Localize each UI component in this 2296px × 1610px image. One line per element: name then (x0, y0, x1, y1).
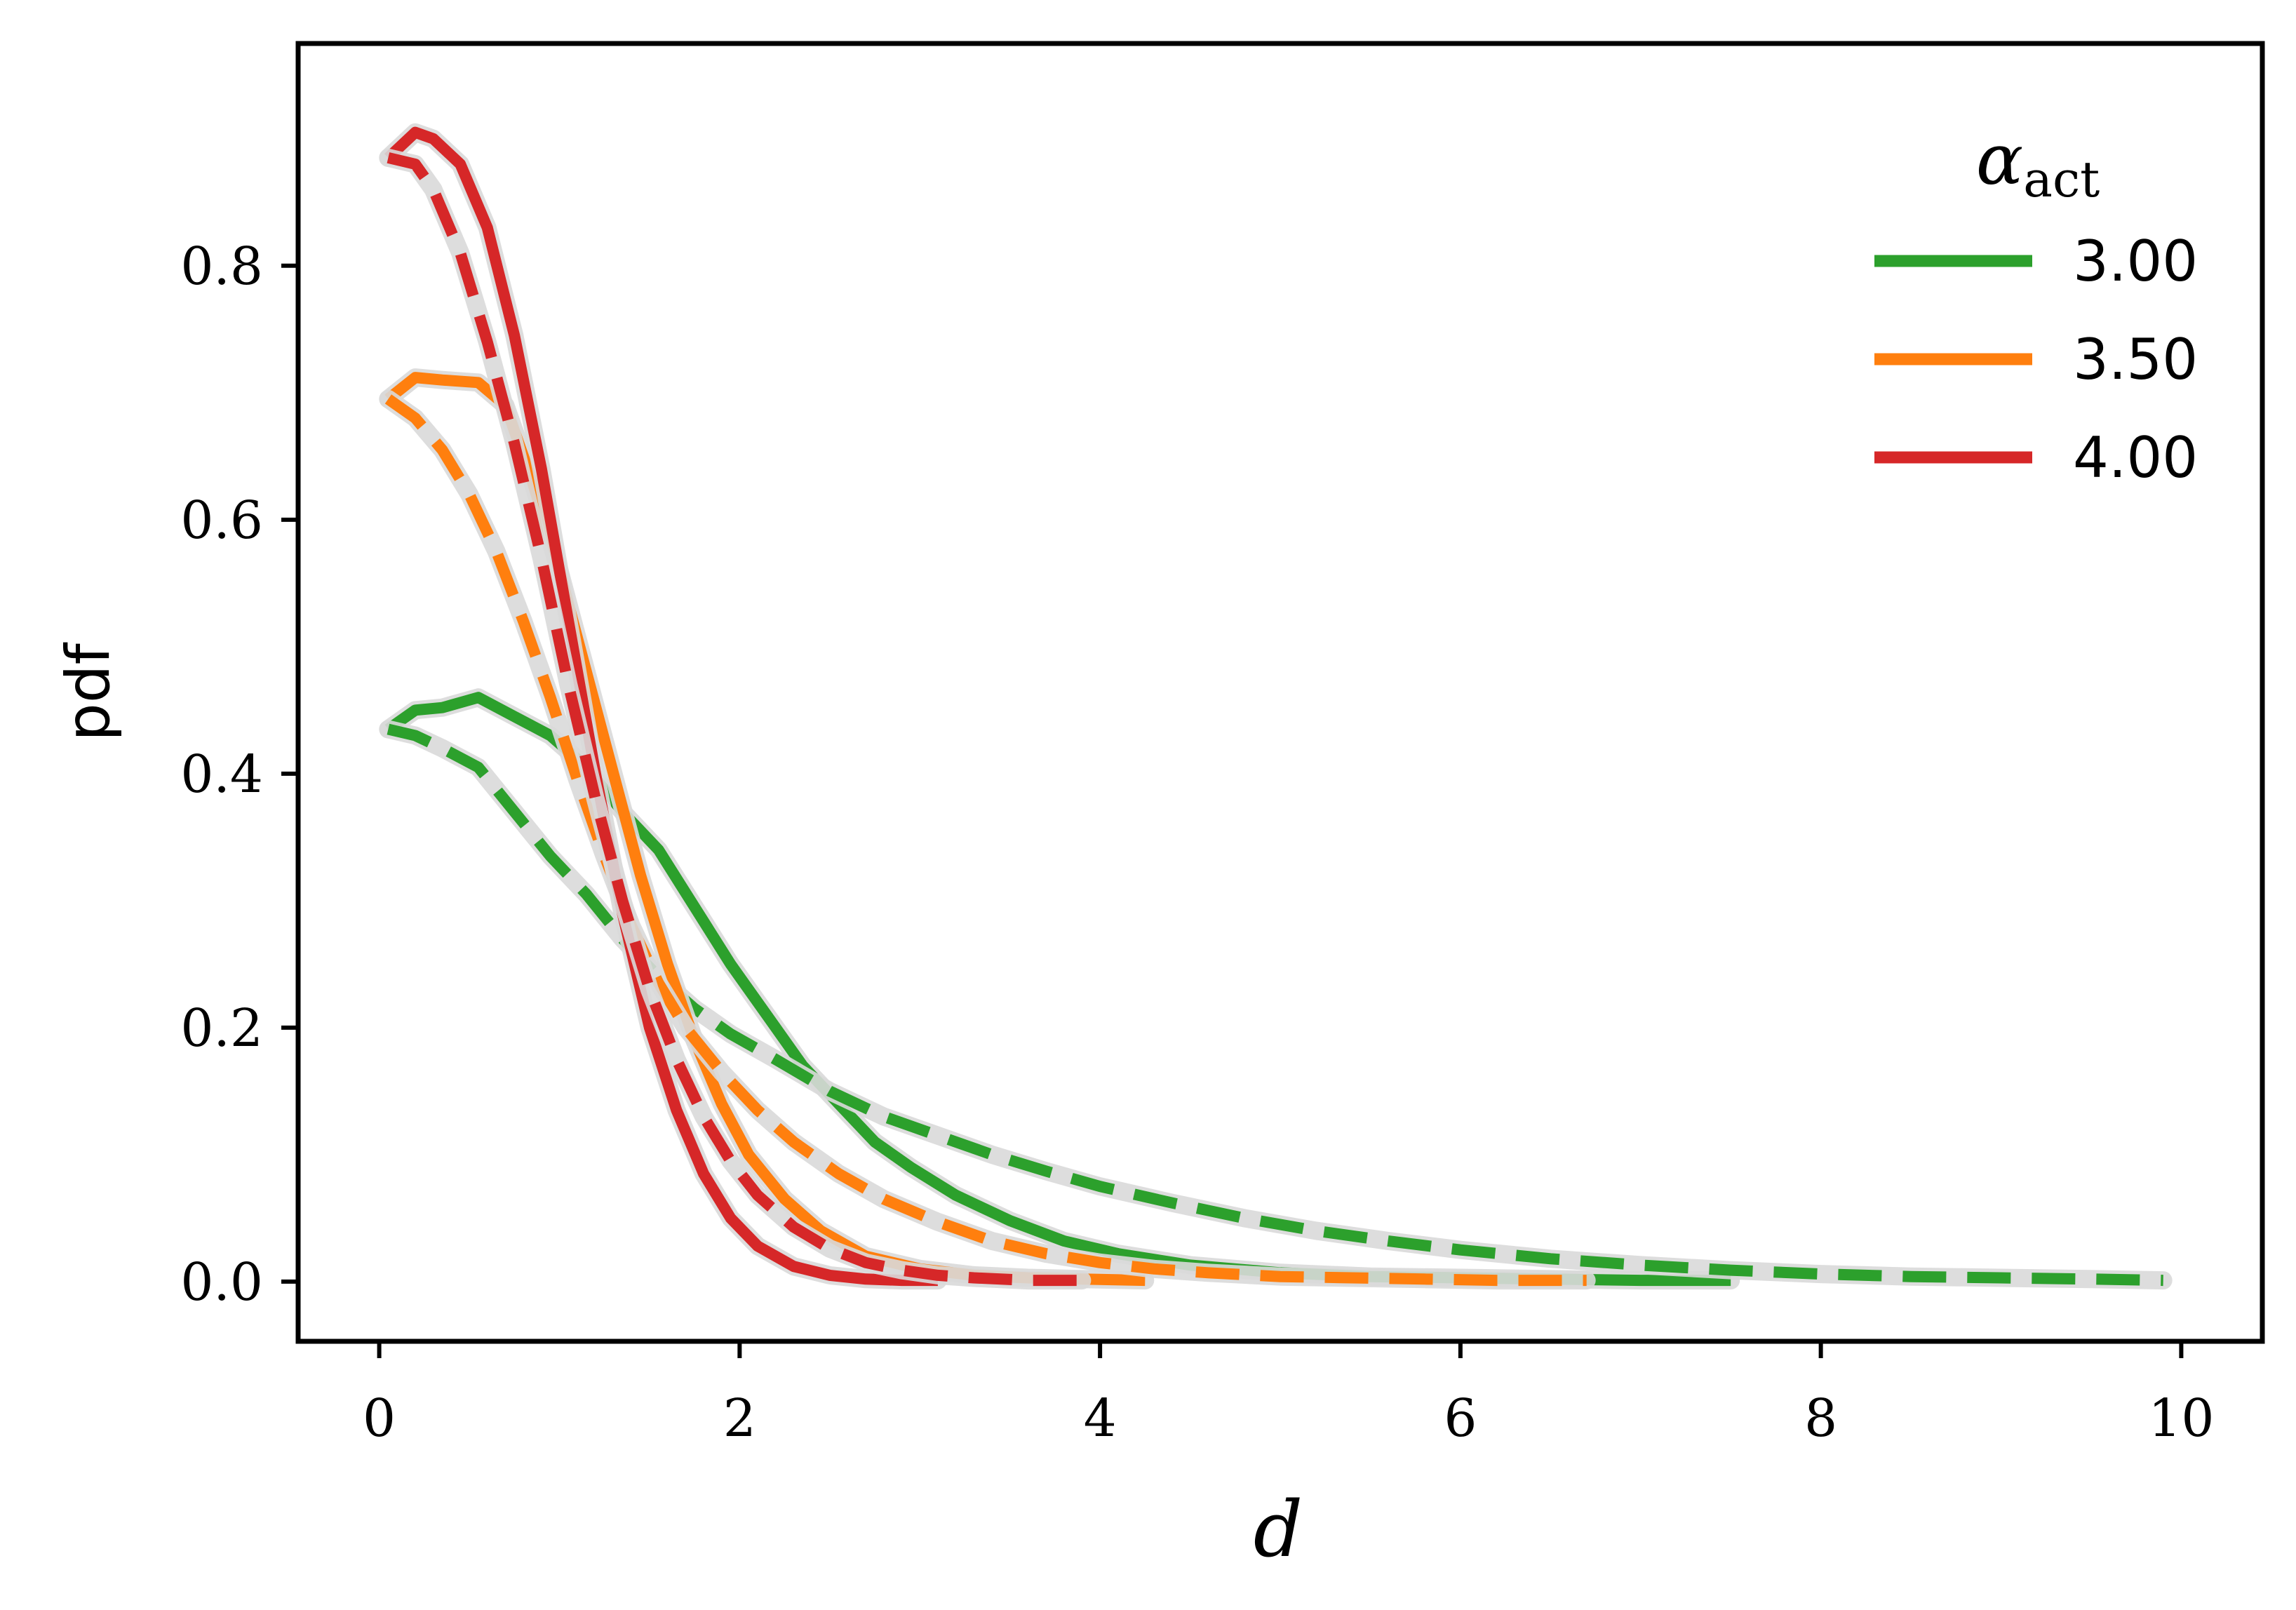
x-tick-label: 8 (1804, 1388, 1837, 1449)
legend-entries: 3.00 3.50 4.00 (1874, 229, 2198, 490)
x-tick-label: 2 (723, 1388, 756, 1449)
legend-title: αact (1976, 119, 2100, 208)
legend-title-main: α (1976, 119, 2024, 201)
x-tick-label: 10 (2148, 1388, 2214, 1449)
legend-entry-label: 4.00 (2073, 425, 2198, 490)
y-axis: 0.0 0.2 0.4 0.6 0.8 (180, 236, 298, 1313)
x-tick-label: 4 (1084, 1388, 1117, 1449)
y-tick-label: 0.2 (180, 998, 263, 1059)
plot-area-frame (295, 41, 2265, 1344)
series-halo (379, 368, 1155, 1290)
legend: αact 3.00 3.50 4.00 (1874, 119, 2198, 490)
y-axis-label: pdf (53, 643, 123, 742)
dashed-series-line (384, 394, 1587, 1287)
legend-entry-label: 3.00 (2073, 229, 2198, 294)
dashed-series-line (387, 723, 2163, 1287)
x-tick-label: 0 (363, 1388, 396, 1449)
x-axis-label: d (1254, 1484, 1303, 1574)
solid-series-line (384, 372, 1146, 1287)
legend-title-subscript: act (2023, 151, 2100, 208)
x-tick-label: 6 (1444, 1388, 1477, 1449)
y-tick-label: 0.4 (180, 744, 263, 805)
y-tick-label: 0.6 (180, 490, 263, 551)
dashed-series-line (387, 152, 1082, 1287)
y-tick-label: 0.8 (180, 236, 263, 297)
series-layer (379, 123, 2173, 1290)
y-tick-label: 0.0 (180, 1252, 263, 1313)
x-axis: 0 2 4 6 8 10 (363, 1341, 2214, 1449)
legend-entry-label: 3.50 (2073, 327, 2198, 392)
